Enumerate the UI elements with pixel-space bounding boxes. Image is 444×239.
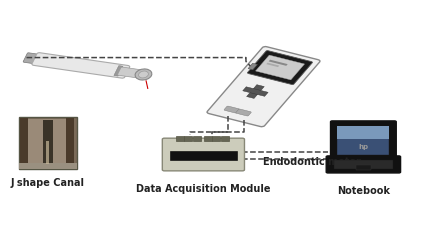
Bar bbox=[66, 118, 74, 166]
Bar bbox=[337, 126, 389, 155]
Bar bbox=[176, 136, 183, 141]
Bar bbox=[114, 65, 123, 76]
Ellipse shape bbox=[135, 69, 152, 80]
Bar bbox=[213, 136, 220, 141]
FancyBboxPatch shape bbox=[236, 109, 251, 116]
Bar bbox=[22, 119, 74, 166]
FancyBboxPatch shape bbox=[118, 67, 140, 78]
FancyBboxPatch shape bbox=[247, 51, 313, 85]
Bar bbox=[248, 63, 258, 70]
Bar bbox=[334, 160, 393, 168]
FancyBboxPatch shape bbox=[330, 121, 396, 159]
Text: Endodontic motor: Endodontic motor bbox=[262, 157, 361, 167]
Bar bbox=[20, 118, 28, 166]
Bar bbox=[46, 141, 49, 164]
FancyBboxPatch shape bbox=[224, 106, 239, 113]
Bar bbox=[269, 60, 288, 66]
Bar bbox=[19, 163, 77, 168]
FancyBboxPatch shape bbox=[23, 53, 40, 64]
Ellipse shape bbox=[139, 71, 148, 78]
FancyBboxPatch shape bbox=[32, 53, 130, 78]
Bar bbox=[266, 63, 279, 67]
Bar bbox=[193, 136, 201, 141]
Text: Data Acquisition Module: Data Acquisition Module bbox=[136, 184, 271, 194]
Text: Notebook: Notebook bbox=[337, 186, 390, 196]
Bar bbox=[221, 136, 229, 141]
FancyBboxPatch shape bbox=[326, 156, 400, 173]
FancyBboxPatch shape bbox=[163, 138, 245, 171]
Bar bbox=[256, 55, 305, 80]
Bar bbox=[243, 87, 268, 96]
Bar bbox=[356, 165, 371, 170]
Text: J shape Canal: J shape Canal bbox=[11, 178, 85, 188]
Bar bbox=[204, 136, 212, 141]
FancyBboxPatch shape bbox=[207, 47, 320, 127]
Bar bbox=[184, 136, 192, 141]
Text: hp: hp bbox=[358, 144, 369, 150]
Bar bbox=[337, 126, 389, 139]
Bar bbox=[170, 151, 237, 160]
Bar bbox=[246, 85, 264, 98]
Bar bbox=[19, 117, 77, 168]
Bar bbox=[43, 120, 53, 165]
